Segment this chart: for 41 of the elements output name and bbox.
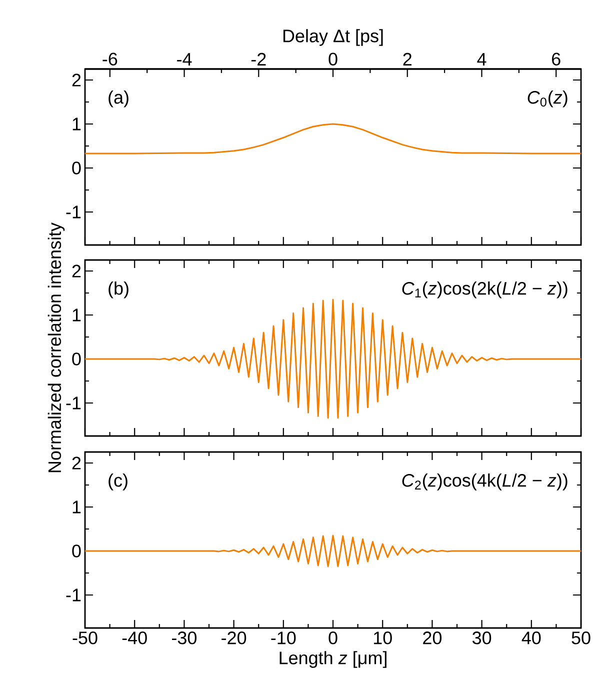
- annotation: (b): [108, 282, 128, 298]
- text: C$_{0}$(z): [528, 90, 568, 108]
- x2-tick-label: 4: [477, 53, 486, 66]
- x-tick-label: -30: [172, 632, 197, 644]
- x2-tick-label: 2: [403, 52, 412, 66]
- y-tick-label: 2: [72, 264, 81, 278]
- y-tick-label: 1: [72, 308, 81, 322]
- y-tick-label: 0: [72, 162, 81, 174]
- text: C$_{1}$(z)cos(2k(L/2 − z)): [402, 282, 568, 298]
- annotation: (a): [108, 90, 128, 108]
- y-tick-label: 1: [72, 500, 81, 514]
- annotation: (c): [108, 474, 128, 490]
- x-tick-label: 20: [423, 632, 442, 644]
- x-tick-label: -40: [122, 632, 147, 644]
- y-axis-title: Normalized correlation intensity: [48, 222, 65, 472]
- x-tick-label: 40: [522, 632, 541, 644]
- x-tick-label: 50: [572, 632, 590, 644]
- text: C$_{2}$(z)cos(4k(L/2 − z)): [402, 474, 568, 490]
- x2-tick-label: -2: [251, 52, 266, 66]
- y-tick-label: 2: [72, 74, 81, 86]
- y-tick-label: 0: [72, 352, 81, 366]
- x-tick-label: 0: [328, 632, 338, 644]
- line-series: [85, 298, 582, 419]
- x-tick-label: -50: [72, 632, 98, 644]
- x2-axis-title: Delay Δt [ps]: [283, 29, 383, 46]
- x2-tick-label: -4: [177, 53, 192, 66]
- x-tick-label: 30: [472, 632, 492, 644]
- line-series: [85, 534, 582, 568]
- x2-tick-label: 6: [552, 52, 560, 66]
- x-tick-label: -10: [271, 632, 296, 644]
- y-tick-label: 1: [72, 118, 81, 130]
- y-tick-label: -1: [66, 396, 81, 410]
- x2-tick-label: -6: [102, 52, 118, 66]
- y-tick-label: 2: [72, 456, 81, 470]
- y-tick-label: -1: [66, 206, 81, 218]
- x-tick-label: -20: [222, 632, 246, 644]
- x2-tick-label: 0: [328, 52, 338, 66]
- y-tick-label: 0: [72, 544, 81, 558]
- x-axis-title: Length z [μm]: [280, 651, 386, 668]
- y-tick-label: -1: [66, 588, 81, 602]
- x-tick-label: 10: [374, 632, 392, 644]
